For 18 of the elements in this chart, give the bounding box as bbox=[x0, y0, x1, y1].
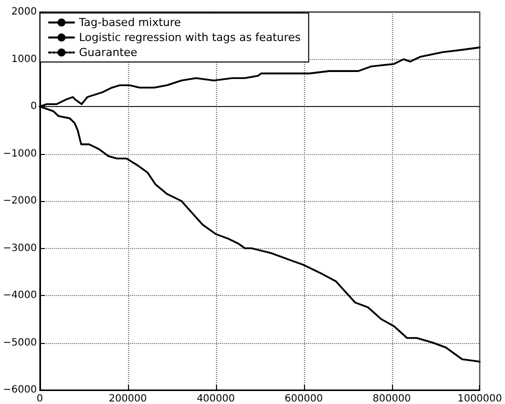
legend-label: Guarantee bbox=[79, 46, 138, 59]
legend-label: Logistic regression with tags as features bbox=[79, 31, 301, 44]
y-tick-label: −6000 bbox=[3, 384, 37, 396]
x-tick-label: 0 bbox=[36, 394, 44, 404]
y-tick-label: −4000 bbox=[3, 290, 37, 301]
y-tick-label: −1000 bbox=[3, 148, 37, 160]
y-tick-label: 0 bbox=[30, 101, 37, 112]
x-tick-label: 400000 bbox=[196, 394, 235, 404]
x-tick-label: 1000000 bbox=[457, 394, 502, 404]
x-tick-label: 600000 bbox=[284, 394, 323, 404]
y-tick-label: −2000 bbox=[3, 196, 37, 206]
x-tick-label: 200000 bbox=[108, 394, 147, 404]
y-tick-label: −5000 bbox=[3, 337, 37, 348]
y-tick-label: −3000 bbox=[3, 242, 37, 254]
y-tick-label: 1000 bbox=[11, 54, 37, 65]
x-tick-label: 800000 bbox=[372, 394, 411, 404]
legend-label: Tag-based mixture bbox=[78, 16, 182, 29]
y-tick-label: 2000 bbox=[11, 6, 37, 18]
